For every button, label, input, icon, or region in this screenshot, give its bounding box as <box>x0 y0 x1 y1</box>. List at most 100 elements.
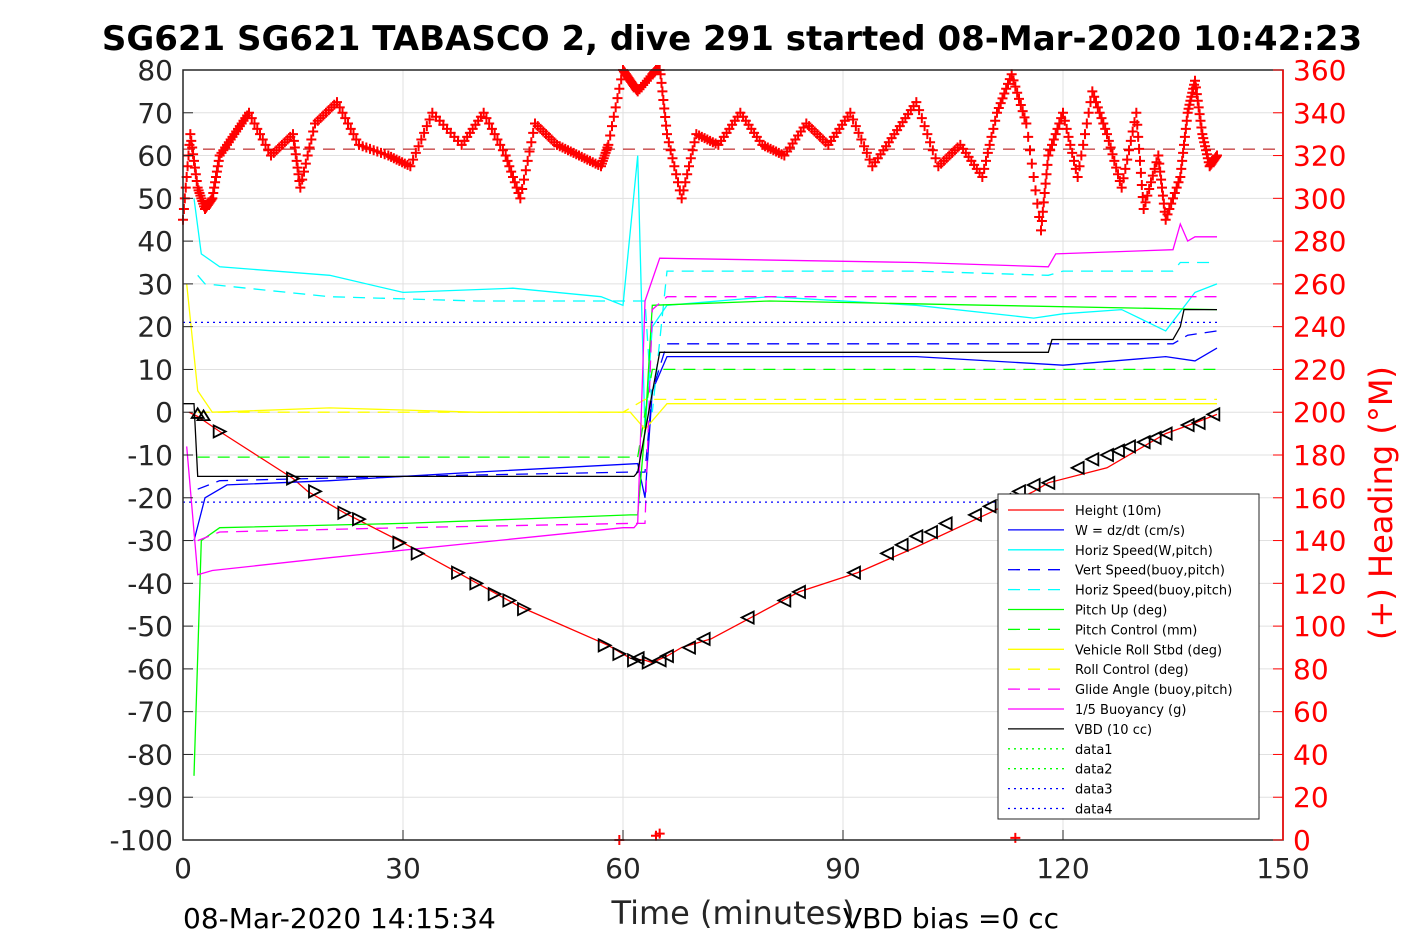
heading-marker <box>1118 173 1129 184</box>
heading-marker <box>520 165 531 176</box>
heading-marker <box>1125 135 1136 146</box>
vbd-triangle-left <box>790 584 806 600</box>
heading-marker <box>1124 145 1134 156</box>
heading-marker <box>605 130 616 141</box>
y2-tick-label: 60 <box>1293 696 1329 729</box>
heading-marker <box>850 121 861 132</box>
heading-marker <box>1103 135 1114 146</box>
series-line <box>188 411 1218 664</box>
series-line <box>186 222 1217 576</box>
y-axis-right: 0 20 40 60 80 100 120 140 160 180 200 220 240 260 280 3… <box>1273 54 1346 857</box>
series-line <box>193 155 1218 434</box>
heading-marker <box>1100 123 1111 134</box>
heading-marker <box>244 107 254 118</box>
y2-tick-label: 180 <box>1293 439 1346 472</box>
legend-label: VBD (10 cc) <box>1075 723 1152 738</box>
heading-marker <box>524 146 535 157</box>
footer-timestamp: 08-Mar-2020 14:15:34 <box>183 902 496 935</box>
y-tick-label: -100 <box>109 824 173 857</box>
heading-marker <box>919 121 930 132</box>
heading-marker <box>1140 197 1151 208</box>
x-tick-label: 0 <box>174 852 192 885</box>
y-tick-label: 50 <box>137 182 173 215</box>
heading-marker <box>1032 198 1043 209</box>
vbd-triangle-left <box>937 515 953 531</box>
heading-marker <box>999 88 1010 99</box>
heading-marker <box>1015 100 1026 111</box>
series-line <box>183 308 1217 478</box>
heading-marker <box>1010 832 1021 843</box>
heading-marker <box>405 161 416 172</box>
vbd-triangle-left <box>845 565 861 581</box>
heading-marker <box>995 98 1006 109</box>
heading-marker <box>663 137 674 148</box>
y2-tick-label: 0 <box>1293 824 1311 857</box>
heading-marker <box>306 134 317 145</box>
heading-marker <box>656 77 667 88</box>
legend-label: Height (10m) <box>1075 504 1161 519</box>
heading-marker <box>260 139 271 150</box>
heading-marker <box>1113 169 1123 180</box>
vbd-triangle-right <box>337 505 353 521</box>
heading-marker <box>1131 107 1142 118</box>
heading-marker <box>1105 142 1116 153</box>
y-tick-label: 20 <box>137 311 173 344</box>
heading-marker <box>614 83 625 94</box>
heading-marker <box>502 155 513 166</box>
legend-label: data3 <box>1075 783 1113 798</box>
heading-marker <box>252 123 263 134</box>
heading-marker <box>1012 87 1023 98</box>
heading-marker <box>1054 118 1065 129</box>
heading-marker <box>1036 216 1047 227</box>
vbd-triangle-right <box>286 471 302 486</box>
heading-marker <box>1134 143 1145 154</box>
vbd-triangle-left <box>1084 451 1100 467</box>
vbd-triangle-right <box>517 601 533 617</box>
heading-marker <box>1072 171 1083 182</box>
heading-marker <box>517 183 528 194</box>
heading-marker <box>1127 126 1138 137</box>
vbd-triangle-left <box>1025 477 1041 493</box>
heading-marker <box>1019 112 1030 123</box>
heading-marker <box>1083 107 1094 118</box>
vbd-triangle-left <box>651 652 667 668</box>
heading-marker <box>982 147 993 158</box>
heading-marker <box>654 828 665 839</box>
heading-layer <box>178 65 1283 845</box>
y2-tick-label: 20 <box>1293 781 1329 814</box>
heading-marker <box>495 139 506 150</box>
heading-marker <box>1063 131 1074 142</box>
heading-marker <box>1039 187 1050 198</box>
y-tick-label: -30 <box>127 525 173 558</box>
heading-marker <box>1162 209 1173 220</box>
heading-marker <box>519 174 529 185</box>
x-tick-label: 120 <box>1036 852 1089 885</box>
vbd-triangle-left <box>1069 460 1085 476</box>
heading-marker <box>916 113 927 124</box>
vbd-triangle-right <box>308 483 324 499</box>
heading-marker <box>1138 204 1149 215</box>
heading-marker <box>856 134 867 145</box>
heading-marker <box>1041 169 1052 180</box>
heading-marker <box>1026 158 1037 169</box>
heading-marker <box>1045 145 1056 156</box>
heading-marker <box>500 150 511 161</box>
y-tick-label: -90 <box>127 781 173 814</box>
heading-marker <box>1087 86 1098 97</box>
heading-marker <box>662 129 672 140</box>
heading-marker <box>1102 129 1112 140</box>
heading-marker <box>1144 183 1155 194</box>
heading-marker <box>413 141 424 152</box>
heading-marker <box>255 129 265 140</box>
y2-tick-label: 300 <box>1293 182 1346 215</box>
vbd-triangle-left <box>1146 430 1162 446</box>
heading-marker <box>922 129 933 140</box>
y-tick-label: -40 <box>127 567 173 600</box>
heading-marker <box>993 102 1004 113</box>
heading-marker <box>1003 78 1013 89</box>
heading-marker <box>424 114 435 125</box>
series-line <box>197 261 1217 413</box>
heading-marker <box>249 118 260 129</box>
heading-marker <box>1096 113 1107 124</box>
vbd-triangle-left <box>739 610 755 626</box>
